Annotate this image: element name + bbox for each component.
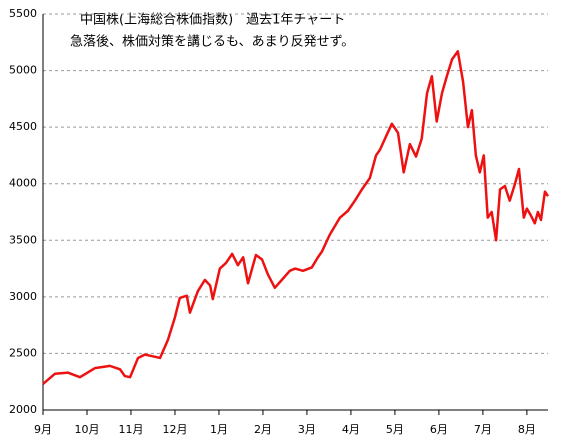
line-series: [42, 50, 550, 385]
x-tick-label: 6月: [430, 423, 448, 436]
y-tick-label: 3500: [9, 233, 37, 246]
x-tick-label: 11月: [118, 423, 143, 436]
x-tick-label: 10月: [74, 423, 99, 436]
x-tick-label: 12月: [162, 423, 187, 436]
y-tick-label: 5500: [9, 7, 37, 20]
x-tick-label: 5月: [386, 423, 404, 436]
x-tick-label: 7月: [474, 423, 492, 436]
y-tick-label: 2500: [9, 346, 37, 359]
x-tick-label: 2月: [254, 423, 272, 436]
x-tick-label: 8月: [518, 423, 536, 436]
chart-title: 中国株(上海総合株価指数) 過去1年チャート: [80, 13, 345, 28]
y-tick-label: 4000: [9, 177, 37, 190]
x-tick-label: 9月: [34, 423, 52, 436]
x-tick-label: 3月: [298, 423, 316, 436]
x-tick-label: 4月: [342, 423, 360, 436]
x-tick-label: 1月: [210, 423, 228, 436]
y-tick-label: 4500: [9, 120, 37, 133]
chart-subtitle: 急落後、株価対策を講じるも、あまり反発せず。: [70, 34, 354, 50]
y-tick-label: 3000: [9, 290, 37, 303]
y-tick-label: 5000: [9, 64, 37, 77]
y-tick-label: 2000: [9, 403, 37, 416]
